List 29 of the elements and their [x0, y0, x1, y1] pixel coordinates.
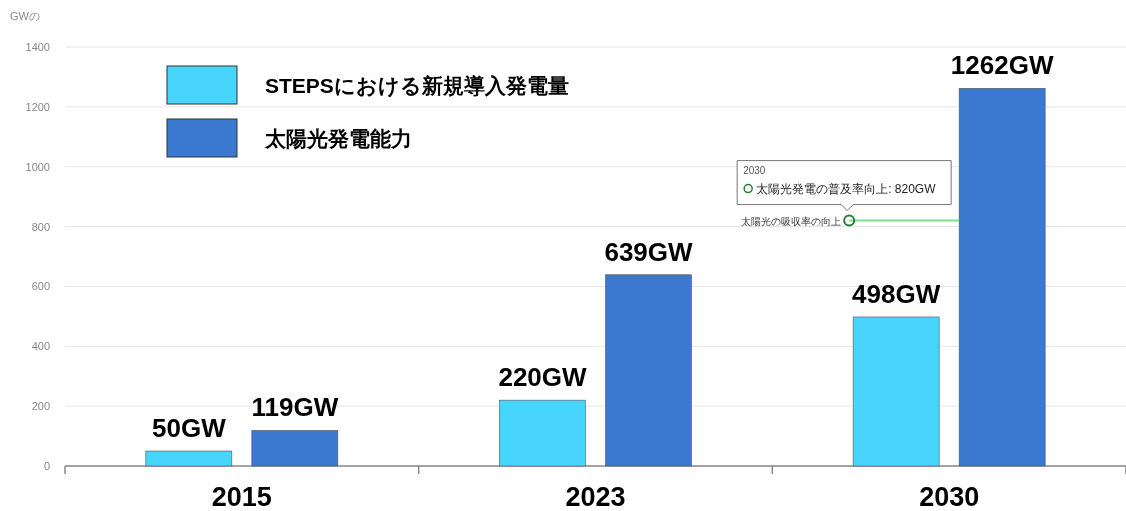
y-tick-label: 0 — [43, 460, 50, 472]
bar — [145, 450, 233, 467]
ref-line-label: 太陽光の吸収率の向上 — [741, 215, 842, 227]
legend-label: STEPSにおける新規導入発電量 — [265, 74, 569, 98]
y-tick-label: 1000 — [25, 160, 50, 173]
data-label: 119GW — [251, 392, 339, 423]
data-label: 220GW — [498, 362, 588, 393]
data-label: 1262GW — [950, 50, 1054, 81]
y-axis-title: GWの — [10, 10, 40, 22]
annotation: 太陽光発電の普及率向上: 820GW — [756, 181, 937, 196]
y-tick-label: 600 — [31, 280, 50, 293]
bar — [958, 88, 1046, 467]
x-tick-label: 2023 — [565, 482, 626, 511]
y-tick-label: 1200 — [25, 100, 50, 113]
legend-label: 太陽光発電能力 — [264, 127, 412, 150]
y-tick-label: 400 — [31, 340, 50, 353]
bar — [852, 316, 940, 467]
bar — [499, 399, 586, 467]
annotation: 2030 — [743, 164, 766, 176]
bar — [251, 430, 339, 467]
data-label: 498GW — [852, 278, 941, 309]
x-tick-label: 2015 — [211, 482, 272, 511]
data-label: 639GW — [604, 236, 694, 267]
y-tick-label: 200 — [31, 400, 50, 413]
data-label: 50GW — [151, 413, 227, 444]
bar — [605, 274, 692, 467]
y-tick-label: 1400 — [25, 41, 50, 53]
y-tick-label: 800 — [31, 220, 50, 233]
x-tick-label: 2030 — [919, 482, 980, 511]
